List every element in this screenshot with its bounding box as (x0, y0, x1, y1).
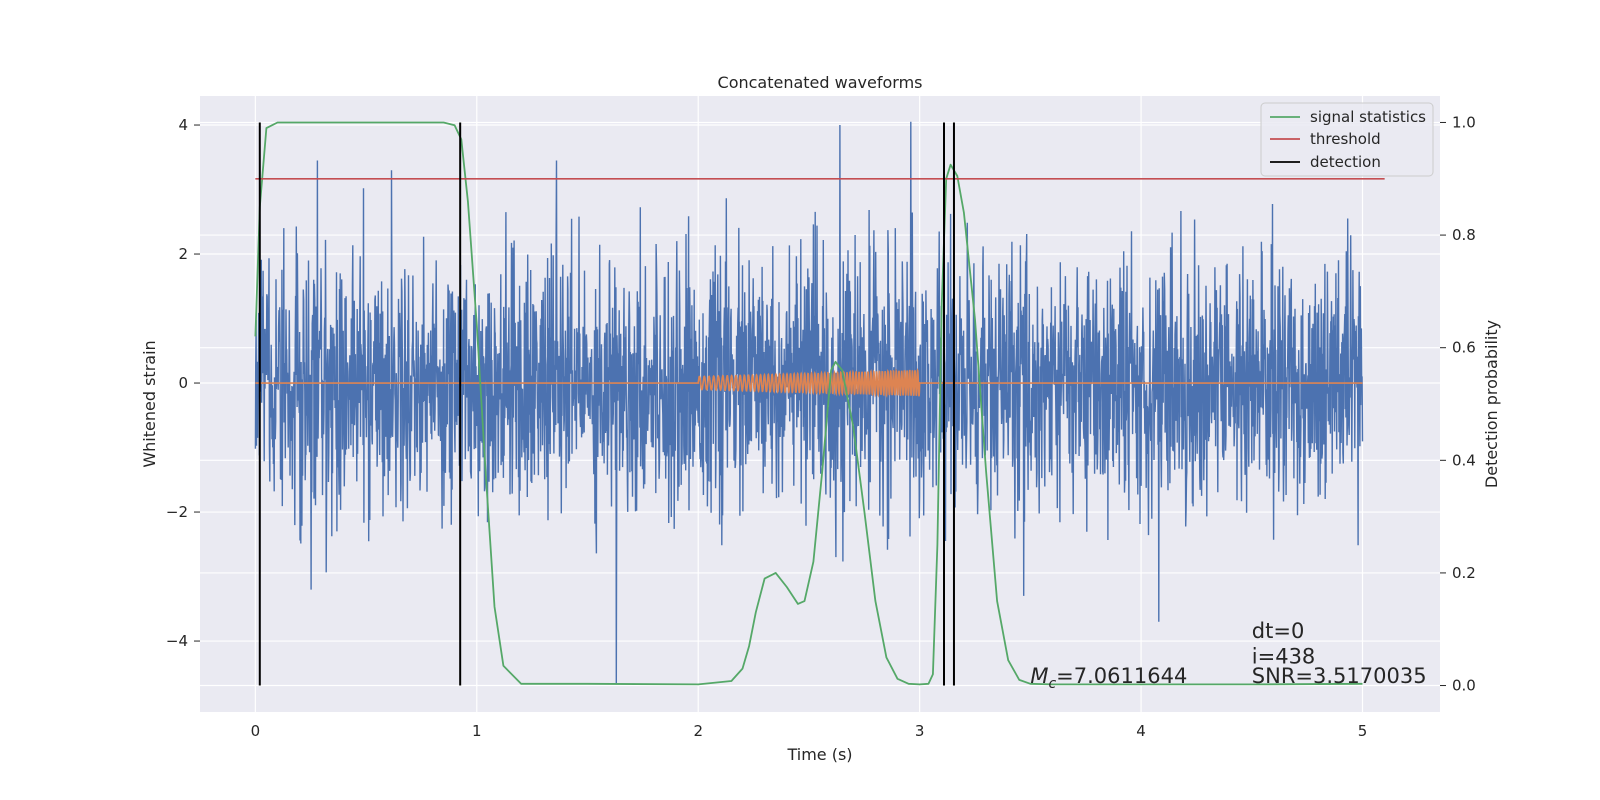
y2-tick-label: 0.6 (1452, 339, 1476, 357)
chirp-series (255, 368, 1363, 399)
annotation-text: SNR=3.5170035 (1252, 664, 1427, 688)
whitened-strain-series (254, 121, 1364, 684)
y-tick-label: −4 (166, 632, 188, 650)
detection-series (258, 122, 955, 686)
legend-label-threshold: threshold (1310, 130, 1381, 148)
y2-tick-label: 0.0 (1452, 677, 1476, 695)
chirp-line (255, 368, 1363, 399)
x-tick-label: 2 (693, 722, 703, 740)
x-tick-label: 5 (1358, 722, 1368, 740)
x-tick-label: 3 (915, 722, 925, 740)
y-tick-label: 2 (178, 245, 188, 263)
legend-box (1260, 102, 1434, 177)
y2-axis-label: Detection probability (1482, 320, 1501, 488)
y2-tick-label: 0.8 (1452, 226, 1476, 244)
y-tick-label: −2 (166, 503, 188, 521)
x-tick-label: 1 (472, 722, 482, 740)
annotation-text: i=438 (1252, 645, 1316, 669)
signal-statistics-series (254, 121, 1363, 686)
x-tick-label: 4 (1136, 722, 1146, 740)
strain-line (254, 121, 1364, 684)
legend-label-signal-statistics: signal statistics (1310, 108, 1426, 126)
annotation-text: dt=0 (1252, 619, 1305, 643)
y-tick-label: 0 (178, 374, 188, 392)
legend-label-detection: detection (1310, 153, 1381, 171)
y-tick-label: 4 (178, 116, 188, 134)
y-axis-label: Whitened strain (140, 340, 159, 467)
chirp-mass-annotation: Mc=7.0611644 (1030, 664, 1187, 692)
y2-tick-label: 0.4 (1452, 451, 1476, 469)
signal-statistics-line (254, 121, 1363, 686)
chart-title: Concatenated waveforms (718, 73, 923, 92)
x-axis-label: Time (s) (786, 745, 852, 764)
y2-tick-label: 1.0 (1452, 113, 1476, 131)
legend: signal statistics threshold detection (1260, 102, 1434, 177)
axis-ticks: 0 1 2 3 4 5 −4 −2 0 2 4 0.0 0.2 0.4 0.6 0.8 1.0 (166, 113, 1476, 740)
x-tick-label: 0 (251, 722, 261, 740)
y2-tick-label: 0.2 (1452, 564, 1476, 582)
